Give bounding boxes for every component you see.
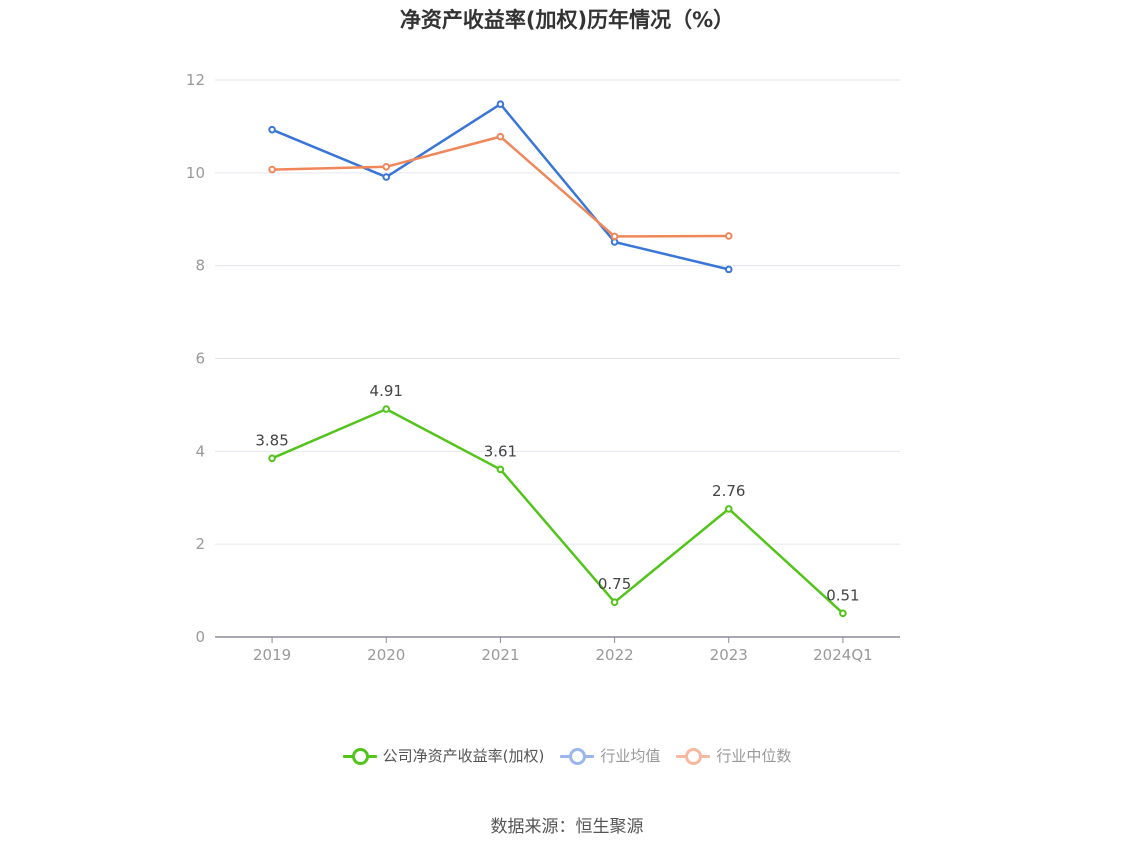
legend-marker-icon: [676, 747, 711, 765]
data-point: [382, 173, 391, 181]
legend-label: 行业中位数: [716, 747, 792, 765]
legend: 公司净资产收益率(加权) 行业均值 行业中位数: [0, 745, 1134, 766]
x-tick-label: 2023: [710, 646, 748, 664]
data-label: 3.85: [255, 431, 288, 449]
grid-lines: [215, 79, 900, 545]
data-point: [268, 165, 276, 174]
data-label: 4.91: [370, 382, 403, 400]
legend-label: 行业均值: [600, 747, 661, 765]
data-label: 0.75: [598, 575, 631, 593]
data-point: [496, 100, 505, 108]
data-point: [268, 454, 276, 463]
x-tick-label: 2020: [367, 646, 405, 664]
data-point: [268, 125, 276, 134]
x-tick-label: 2021: [481, 646, 519, 664]
series-lines: [268, 100, 847, 618]
data-point: [382, 162, 391, 171]
x-tick-label: 2019: [253, 646, 291, 664]
y-tick-label: 10: [186, 164, 205, 182]
legend-item[interactable]: 行业中位数: [676, 745, 791, 766]
y-tick-label: 8: [195, 257, 205, 275]
y-tick-label: 2: [195, 535, 205, 553]
data-label: 2.76: [712, 482, 745, 500]
y-tick-label: 6: [195, 350, 205, 368]
legend-item[interactable]: 行业均值: [560, 745, 660, 766]
x-tick-label: 2024Q1: [813, 646, 873, 664]
legend-item[interactable]: 公司净资产收益率(加权): [342, 745, 545, 766]
y-tick-label: 12: [186, 71, 205, 89]
data-label: 0.51: [826, 586, 859, 604]
legend-marker-icon: [560, 747, 595, 765]
data-labels: 3.85 4.91 3.61 0.75 2.76 0.51: [255, 382, 859, 604]
data-point: [496, 132, 505, 141]
series-line: [271, 407, 844, 615]
axes: 0 2 4 6 8 10 12 2019 2020 2021 2022 2023 2024Q1: [186, 71, 900, 664]
data-point: [610, 232, 619, 241]
y-tick-label: 4: [195, 442, 205, 460]
data-point: [724, 232, 733, 240]
data-point: [839, 609, 847, 618]
data-label: 3.61: [484, 442, 517, 460]
data-point: [610, 598, 619, 606]
legend-label: 公司净资产收益率(加权): [382, 747, 545, 765]
series-line: [271, 102, 730, 271]
y-tick-label: 0: [195, 628, 205, 646]
series-line: [272, 135, 729, 238]
data-point: [724, 265, 733, 274]
data-point: [382, 405, 391, 413]
chart-title: 净资产收益率(加权)历年情况（%）: [399, 8, 735, 32]
source-note: 数据来源：恒生聚源: [490, 817, 644, 837]
legend-marker-icon: [342, 747, 377, 765]
data-point: [496, 465, 505, 474]
x-tick-label: 2022: [595, 646, 633, 664]
data-point: [724, 505, 733, 513]
